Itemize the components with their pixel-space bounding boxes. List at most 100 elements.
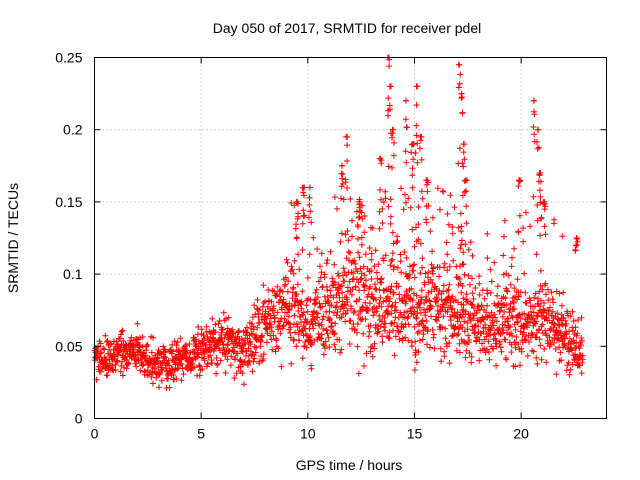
data-point <box>375 328 382 335</box>
data-point <box>403 298 410 305</box>
data-point <box>386 329 393 336</box>
data-point <box>537 178 544 185</box>
data-point <box>533 318 539 325</box>
data-point <box>576 345 583 352</box>
data-point <box>463 291 470 298</box>
data-point <box>505 315 511 322</box>
data-point <box>337 349 344 356</box>
data-point <box>488 309 495 316</box>
data-point <box>578 370 585 377</box>
data-point <box>411 243 418 250</box>
data-point <box>424 341 430 348</box>
data-point <box>537 342 544 349</box>
data-point <box>419 264 426 271</box>
data-point <box>425 289 432 296</box>
data-point <box>353 208 360 215</box>
data-point <box>531 97 537 104</box>
data-point <box>313 286 320 293</box>
data-point <box>357 276 364 283</box>
data-point <box>271 288 278 295</box>
data-point <box>118 331 124 338</box>
data-point <box>444 267 451 274</box>
data-point <box>314 310 321 317</box>
data-point <box>100 345 107 352</box>
data-point <box>368 267 375 274</box>
data-point <box>318 331 325 338</box>
data-point <box>183 347 190 354</box>
data-point <box>449 224 456 230</box>
data-point <box>401 249 408 255</box>
data-point <box>446 281 453 288</box>
data-point <box>503 285 510 292</box>
data-point <box>200 332 207 339</box>
data-point <box>428 288 435 295</box>
data-point <box>416 300 423 307</box>
data-point <box>484 230 491 237</box>
data-point <box>300 312 306 319</box>
data-point <box>536 187 543 194</box>
data-point <box>458 228 465 235</box>
data-point <box>224 356 231 363</box>
data-point <box>218 335 225 342</box>
data-point <box>402 191 408 198</box>
data-point <box>376 286 383 293</box>
data-point <box>347 196 354 202</box>
data-point <box>575 317 582 323</box>
data-point <box>316 278 322 285</box>
data-point <box>411 274 418 281</box>
data-point <box>323 327 330 334</box>
data-point <box>279 288 286 295</box>
data-point <box>414 140 421 147</box>
data-point <box>319 316 326 323</box>
data-point <box>563 320 570 327</box>
data-point <box>401 314 408 321</box>
data-point <box>393 307 400 314</box>
data-point <box>438 358 445 365</box>
data-point <box>418 188 425 195</box>
data-point <box>331 279 338 286</box>
data-point <box>209 359 215 366</box>
data-point <box>416 304 423 311</box>
data-point <box>300 213 307 220</box>
data-point <box>213 370 220 377</box>
data-point <box>371 304 377 311</box>
data-point <box>177 335 184 342</box>
data-point <box>156 384 162 391</box>
data-point <box>98 349 105 356</box>
data-point <box>457 210 464 217</box>
data-point <box>500 252 507 259</box>
data-point <box>214 360 221 367</box>
data-point <box>542 231 549 238</box>
data-point <box>463 203 470 210</box>
data-point <box>478 302 485 309</box>
data-point <box>517 362 523 369</box>
data-point <box>162 354 169 361</box>
data-point <box>346 278 353 285</box>
data-point <box>162 349 169 356</box>
data-point <box>260 351 267 358</box>
data-point <box>455 224 462 231</box>
data-point <box>355 249 362 256</box>
data-point <box>382 195 389 202</box>
data-point <box>277 330 284 337</box>
data-point <box>223 315 230 322</box>
data-point <box>102 332 109 339</box>
data-point <box>337 238 344 245</box>
data-point <box>195 323 202 330</box>
data-point <box>276 293 283 300</box>
data-point <box>476 280 483 287</box>
data-point <box>247 341 254 348</box>
data-point <box>541 206 548 213</box>
plot-frame <box>94 57 607 419</box>
data-point <box>335 270 341 277</box>
data-point <box>186 341 193 347</box>
data-point <box>270 303 277 310</box>
data-point <box>459 282 466 289</box>
data-point <box>363 350 370 357</box>
data-point <box>434 317 440 324</box>
data-point <box>128 334 135 341</box>
data-point <box>380 298 387 305</box>
data-point <box>210 335 217 342</box>
data-point <box>505 272 512 279</box>
